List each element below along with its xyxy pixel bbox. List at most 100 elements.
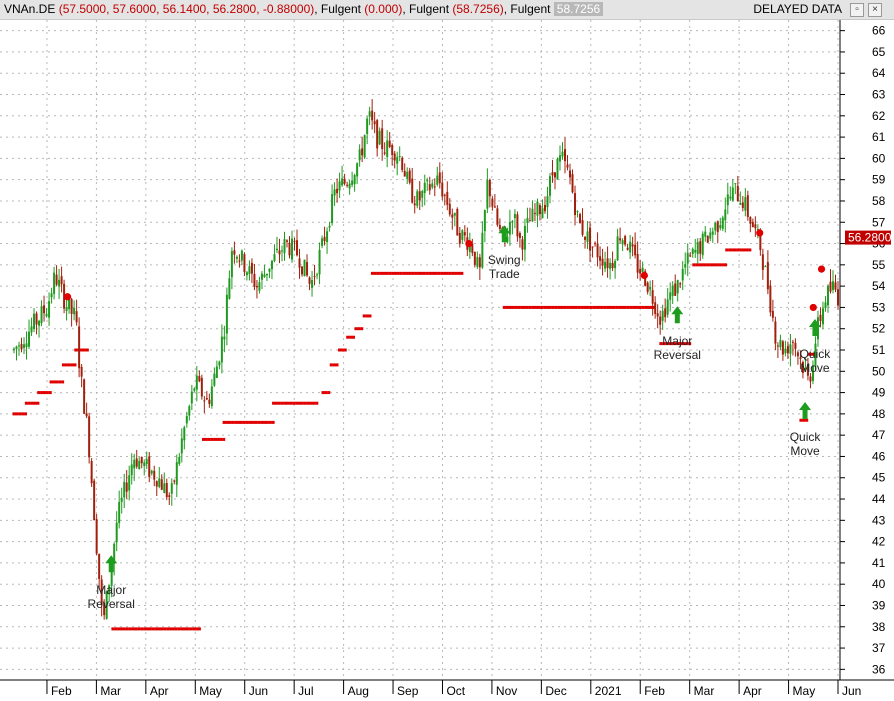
month-tick-label: Jun bbox=[249, 684, 268, 698]
candle-body bbox=[175, 462, 178, 485]
candle-body bbox=[353, 174, 356, 185]
signal-label: Move bbox=[800, 361, 830, 375]
stop-level-dot bbox=[24, 401, 28, 405]
candle-body bbox=[681, 268, 684, 281]
candle-body bbox=[609, 262, 612, 269]
candle-body bbox=[729, 196, 732, 199]
candle-body bbox=[551, 172, 554, 176]
candle-body bbox=[463, 232, 466, 236]
sell-signal-dot bbox=[756, 229, 764, 237]
candle-body bbox=[784, 348, 787, 354]
close-window-button[interactable]: × bbox=[868, 3, 882, 17]
candle-body bbox=[398, 156, 401, 158]
price-tick-label: 57 bbox=[872, 215, 886, 229]
stop-level-dot bbox=[525, 305, 529, 309]
stop-level-dot bbox=[615, 305, 619, 309]
stop-level-dot bbox=[42, 391, 46, 395]
stop-level-dot bbox=[202, 437, 206, 441]
candle-body bbox=[215, 366, 218, 378]
candle-body bbox=[731, 187, 734, 201]
stop-level-dot bbox=[248, 420, 252, 424]
stop-level-dot bbox=[324, 391, 328, 395]
stop-level-dot bbox=[128, 627, 132, 631]
candle-body bbox=[160, 479, 163, 490]
candle-body bbox=[133, 459, 136, 469]
candle-body bbox=[223, 336, 226, 340]
month-tick-label: Oct bbox=[446, 684, 465, 698]
stop-level-dot bbox=[207, 437, 211, 441]
stop-level-dot bbox=[192, 627, 196, 631]
stop-level-dot bbox=[457, 271, 461, 275]
stop-level-dot bbox=[712, 263, 716, 267]
stop-level-dot bbox=[286, 401, 290, 405]
stop-level-dot bbox=[379, 271, 383, 275]
candle-body bbox=[834, 282, 837, 290]
candle-body bbox=[366, 118, 369, 135]
price-chart[interactable]: MajorReversalSwingTradeMajorReversalQuic… bbox=[0, 20, 894, 701]
stop-level-dot bbox=[85, 348, 89, 352]
price-tick-label: 44 bbox=[872, 492, 886, 506]
candle-body bbox=[806, 363, 809, 376]
candle-body bbox=[664, 308, 667, 318]
candle-body bbox=[401, 157, 404, 170]
stop-level-dot bbox=[82, 348, 86, 352]
candle-body bbox=[200, 377, 203, 397]
candle-body bbox=[671, 285, 674, 296]
candle-body bbox=[343, 178, 346, 184]
price-tick-label: 55 bbox=[872, 258, 886, 272]
signal-label: Trade bbox=[489, 267, 520, 281]
candle-body bbox=[78, 326, 81, 369]
stop-level-dot bbox=[646, 305, 650, 309]
candle-body bbox=[711, 231, 714, 235]
stop-level-dot bbox=[298, 401, 302, 405]
arrow-up-icon bbox=[808, 318, 821, 336]
stop-level-dot bbox=[157, 627, 161, 631]
stop-level-dot bbox=[563, 305, 567, 309]
last-price-label: 56.2800 bbox=[848, 231, 892, 245]
stop-level-dot bbox=[145, 627, 149, 631]
candle-body bbox=[326, 231, 329, 243]
candle-body bbox=[694, 249, 697, 253]
stop-level-dot bbox=[160, 627, 164, 631]
candle-body bbox=[220, 336, 223, 363]
month-tick-label: May bbox=[793, 684, 816, 698]
candle-body bbox=[543, 204, 546, 212]
buy-signal-arrow-icon bbox=[105, 555, 118, 573]
stop-level-dot bbox=[451, 271, 455, 275]
ohlc-values: (57.5000, 57.6000, 56.1400, 56.2800, -0.… bbox=[58, 2, 315, 16]
stop-level-dot bbox=[15, 412, 19, 416]
restore-window-button[interactable]: ▫ bbox=[850, 3, 864, 17]
stop-level-dot bbox=[548, 305, 552, 309]
stop-level-dot bbox=[111, 627, 115, 631]
stop-level-dot bbox=[685, 342, 689, 346]
stop-level-dot bbox=[679, 342, 683, 346]
price-tick-label: 61 bbox=[872, 130, 886, 144]
candle-body bbox=[348, 183, 351, 189]
stop-level-dot bbox=[408, 271, 412, 275]
candle-body bbox=[478, 257, 481, 268]
symbol-name: VNAn.DE bbox=[4, 2, 56, 16]
candle-body bbox=[646, 282, 649, 292]
candle-body bbox=[506, 236, 509, 243]
month-tick-label: Mar bbox=[694, 684, 715, 698]
stop-level-dot bbox=[213, 437, 217, 441]
stop-level-dot bbox=[638, 305, 642, 309]
candle-body bbox=[601, 258, 604, 266]
stop-level-dot bbox=[204, 437, 208, 441]
stop-level-dot bbox=[49, 380, 53, 384]
candle-body bbox=[18, 345, 21, 347]
price-tick-label: 54 bbox=[872, 279, 886, 293]
candle-body bbox=[120, 497, 123, 502]
stop-level-dot bbox=[623, 305, 627, 309]
stop-level-dot bbox=[114, 627, 118, 631]
stop-level-dot bbox=[27, 401, 31, 405]
candle-body bbox=[579, 214, 582, 223]
stop-level-dot bbox=[166, 627, 170, 631]
candle-body bbox=[811, 365, 814, 381]
stop-level-dot bbox=[511, 305, 515, 309]
stop-level-dot bbox=[715, 263, 719, 267]
candle-body bbox=[316, 274, 319, 276]
stop-level-dot bbox=[540, 305, 544, 309]
stop-level-dot bbox=[531, 305, 535, 309]
stop-level-dot bbox=[260, 420, 264, 424]
